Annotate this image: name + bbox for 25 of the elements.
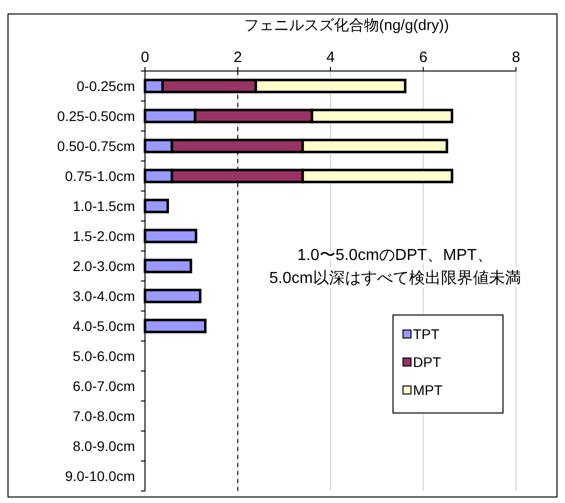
legend-label: MPT [413, 382, 443, 398]
x-tick-label: 4 [326, 49, 335, 66]
y-tick-label: 0.75-1.0cm [64, 168, 135, 184]
y-tick-label: 0-0.25cm [76, 78, 135, 94]
y-tick-label: 1.0-1.5cm [72, 198, 135, 214]
x-axis-title: フェニルスズ化合物(ng/g(dry)) [244, 17, 450, 34]
x-tick-label: 8 [512, 49, 520, 66]
legend-label: TPT [413, 326, 440, 342]
annotation: 1.0〜5.0cmのDPT、MPT、 [297, 247, 493, 264]
y-tick-label: 8.0-9.0cm [72, 438, 135, 454]
x-tick-label: 2 [234, 49, 242, 66]
y-tick-label: 2.0-3.0cm [72, 258, 135, 274]
x-tick-label: 6 [419, 49, 428, 66]
y-tick-label: 5.0-6.0cm [72, 348, 135, 364]
annotation: 5.0cm以深はすべて検出限界値未満 [269, 269, 521, 287]
y-tick-label: 1.5-2.0cm [72, 228, 135, 244]
y-tick-label: 4.0-5.0cm [72, 318, 135, 334]
y-tick-label: 0.25-0.50cm [57, 108, 135, 124]
y-tick-label: 7.0-8.0cm [72, 408, 135, 424]
y-tick-label: 3.0-4.0cm [72, 288, 135, 304]
y-tick-label: 0.50-0.75cm [57, 138, 135, 154]
y-tick-label: 6.0-7.0cm [72, 378, 135, 394]
x-tick-label: 0 [140, 49, 150, 66]
y-tick-label: 9.0-10.0cm [64, 468, 135, 484]
legend-label: DPT [413, 354, 442, 370]
